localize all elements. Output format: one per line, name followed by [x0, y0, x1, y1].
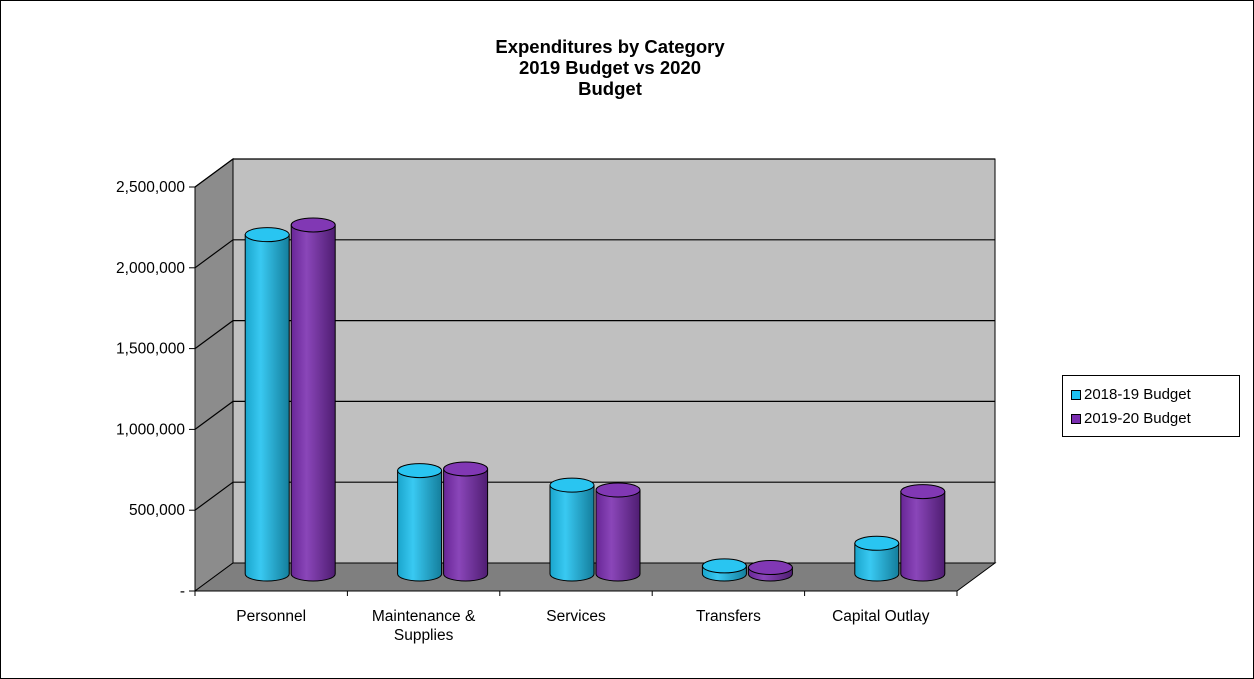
bar-2-1 — [290, 217, 336, 582]
bar-top — [244, 227, 290, 243]
x-tick-label: Personnel — [236, 608, 306, 625]
y-tick-label: 1,500,000 — [116, 341, 185, 358]
chart-title: Expenditures by Category 2019 Budget vs … — [380, 36, 840, 99]
y-tick-label: 1,000,000 — [116, 421, 185, 438]
legend-label-series-1: 2018-19 Budget — [1084, 386, 1191, 403]
bar-2-4 — [747, 560, 793, 582]
bar-top — [900, 484, 946, 500]
bar-1-3 — [549, 477, 595, 582]
bar-top — [290, 217, 336, 233]
gridline — [194, 239, 995, 269]
bar-body — [549, 484, 595, 582]
bar-body — [244, 234, 290, 582]
chart-title-line-3: Budget — [578, 78, 642, 99]
bar-body — [854, 542, 900, 582]
bar-1-4 — [701, 558, 747, 582]
legend-label-series-2: 2019-20 Budget — [1084, 410, 1191, 427]
bar-top — [747, 560, 793, 576]
x-tick-label: Maintenance & — [372, 608, 476, 625]
gridline — [194, 320, 995, 350]
bar-top — [549, 477, 595, 493]
legend-item-series-2: 2019-20 Budget — [1071, 410, 1191, 427]
bar-top — [595, 482, 641, 498]
bar-body — [290, 224, 336, 582]
gridline — [194, 400, 995, 430]
y-tick-label: 2,500,000 — [116, 179, 185, 196]
bar-1-2 — [397, 463, 443, 582]
chart-title-line-1: Expenditures by Category — [495, 36, 725, 57]
y-tick-label: 500,000 — [129, 502, 185, 519]
chart-title-line-2: 2019 Budget vs 2020 — [518, 57, 702, 78]
bar-top — [701, 558, 747, 574]
bar-top — [443, 461, 489, 477]
gridline — [194, 481, 995, 511]
legend-item-series-1: 2018-19 Budget — [1071, 386, 1191, 403]
bar-top — [854, 535, 900, 551]
x-tick-label: Transfers — [696, 608, 761, 625]
bar-1-1 — [244, 227, 290, 582]
legend-swatch-series-1 — [1071, 389, 1081, 400]
bar-2-3 — [595, 482, 641, 582]
chart-legend: 2018-19 Budget 2019-20 Budget — [1062, 375, 1240, 437]
x-tick-label: Supplies — [394, 627, 454, 644]
gridline — [194, 158, 995, 188]
y-tick-label: - — [180, 583, 185, 600]
bar-body — [397, 470, 443, 582]
bar-body — [443, 468, 489, 582]
bar-top — [397, 463, 443, 479]
bar-2-5 — [900, 484, 946, 582]
x-tick-label: Capital Outlay — [832, 608, 930, 625]
bar-2-2 — [443, 461, 489, 582]
legend-swatch-series-2 — [1071, 413, 1081, 424]
bar-body — [595, 489, 641, 582]
side-wall — [194, 158, 234, 592]
y-tick-label: 2,000,000 — [116, 260, 185, 277]
x-tick-label: Services — [546, 608, 606, 625]
bar-body — [900, 491, 946, 582]
bar-1-5 — [854, 535, 900, 582]
